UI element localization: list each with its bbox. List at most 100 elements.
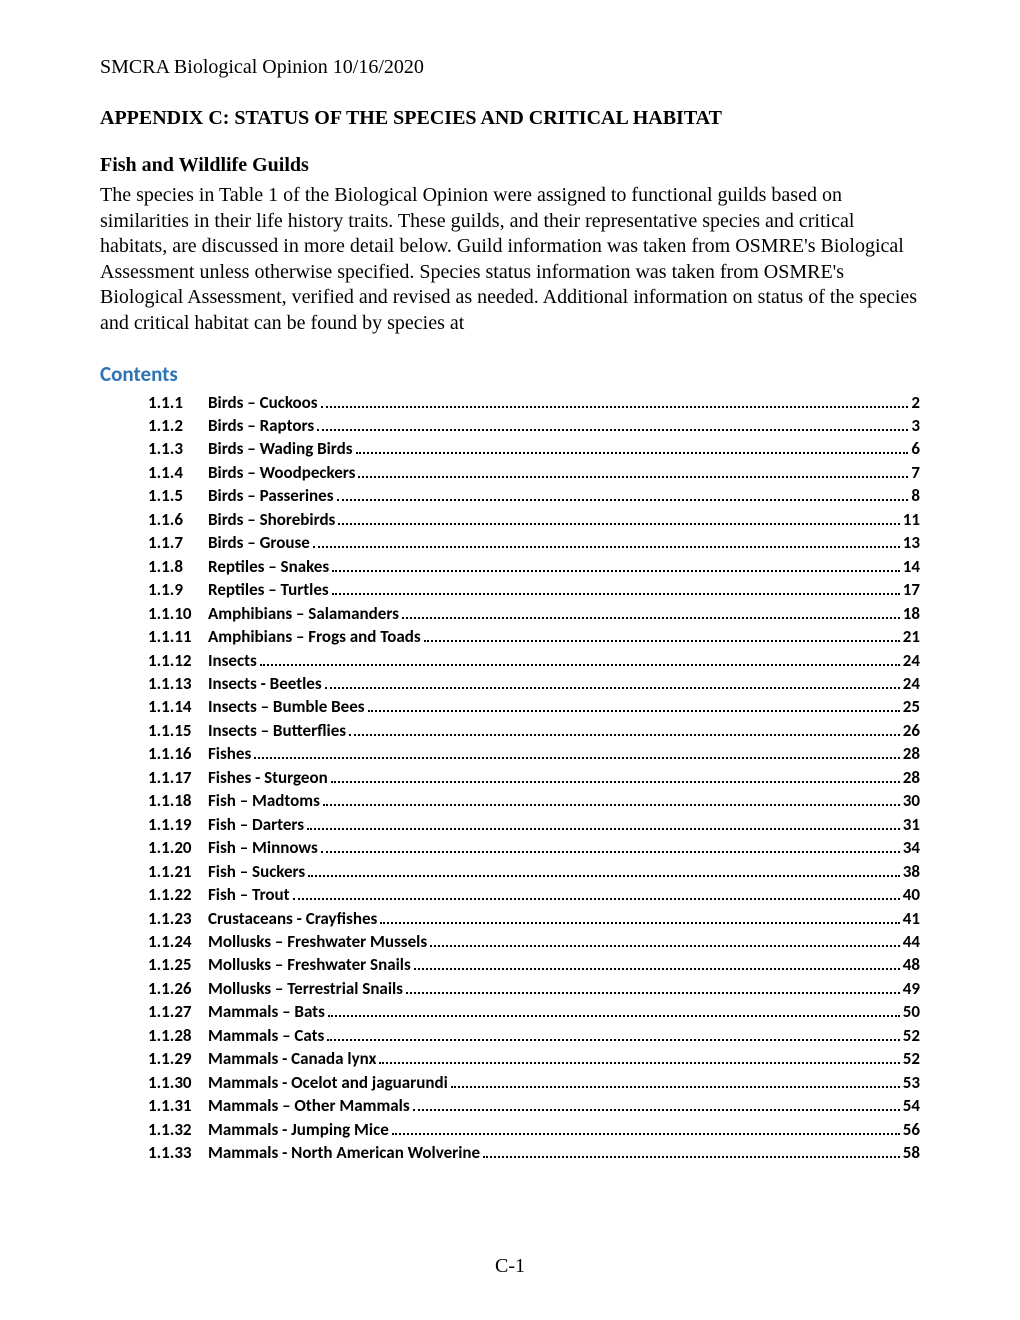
toc-number: 1.1.29: [148, 1047, 208, 1070]
toc-row[interactable]: 1.1.12Insects24: [100, 649, 920, 672]
toc-leader-dots: [327, 1039, 899, 1041]
toc-number: 1.1.22: [148, 883, 208, 906]
toc-number: 1.1.14: [148, 695, 208, 718]
toc-row[interactable]: 1.1.2Birds – Raptors3: [100, 414, 920, 437]
toc-page: 58: [903, 1141, 920, 1164]
toc-title: Mammals - Canada lynx: [208, 1047, 376, 1070]
toc-leader-dots: [313, 546, 900, 548]
toc-title: Mammals - North American Wolverine: [208, 1141, 480, 1164]
body-paragraph: The species in Table 1 of the Biological…: [100, 183, 920, 337]
toc-row[interactable]: 1.1.27Mammals – Bats50: [100, 1000, 920, 1023]
toc-leader-dots: [323, 804, 900, 806]
toc-row[interactable]: 1.1.26Mollusks – Terrestrial Snails49: [100, 977, 920, 1000]
toc-title: Reptiles – Turtles: [208, 578, 329, 601]
toc-row[interactable]: 1.1.24Mollusks – Freshwater Mussels 44: [100, 930, 920, 953]
contents-heading: Contents: [100, 361, 920, 387]
toc-page: 50: [903, 1000, 920, 1023]
toc-number: 1.1.33: [148, 1141, 208, 1164]
toc-title: Insects: [208, 649, 257, 672]
toc-page: 30: [903, 789, 920, 812]
toc-leader-dots: [379, 1062, 899, 1064]
toc-row[interactable]: 1.1.32Mammals - Jumping Mice56: [100, 1118, 920, 1141]
toc-row[interactable]: 1.1.3Birds – Wading Birds6: [100, 437, 920, 460]
toc-title: Mammals – Cats: [208, 1024, 324, 1047]
toc-leader-dots: [332, 570, 900, 572]
toc-leader-dots: [331, 781, 900, 783]
section-title: Fish and Wildlife Guilds: [100, 154, 920, 177]
toc-row[interactable]: 1.1.18Fish – Madtoms30: [100, 789, 920, 812]
toc-row[interactable]: 1.1.13Insects - Beetles24: [100, 672, 920, 695]
toc-page: 24: [903, 649, 920, 672]
toc-page: 3: [911, 414, 920, 437]
toc-row[interactable]: 1.1.1Birds – Cuckoos2: [100, 391, 920, 414]
toc-leader-dots: [402, 617, 900, 619]
toc-number: 1.1.26: [148, 977, 208, 1000]
toc-leader-dots: [424, 640, 900, 642]
toc-page: 17: [903, 578, 920, 601]
toc-title: Mammals - Ocelot and jaguarundi: [208, 1071, 448, 1094]
toc-row[interactable]: 1.1.11Amphibians – Frogs and Toads21: [100, 625, 920, 648]
toc-row[interactable]: 1.1.20Fish – Minnows34: [100, 836, 920, 859]
toc-row[interactable]: 1.1.8Reptiles – Snakes14: [100, 555, 920, 578]
toc-page: 28: [903, 766, 920, 789]
toc-row[interactable]: 1.1.30Mammals - Ocelot and jaguarundi53: [100, 1071, 920, 1094]
toc-row[interactable]: 1.1.15Insects – Butterflies26: [100, 719, 920, 742]
toc-row[interactable]: 1.1.25Mollusks – Freshwater Snails48: [100, 953, 920, 976]
toc-title: Mammals - Jumping Mice: [208, 1118, 389, 1141]
toc-title: Mollusks – Freshwater Snails: [208, 953, 411, 976]
toc-title: Birds – Passerines: [208, 484, 334, 507]
toc-leader-dots: [254, 757, 900, 759]
toc-title: Birds – Grouse: [208, 531, 310, 554]
toc-title: Birds – Wading Birds: [208, 437, 353, 460]
toc-title: Fishes - Sturgeon: [208, 766, 328, 789]
toc-leader-dots: [392, 1133, 900, 1135]
toc-number: 1.1.21: [148, 860, 208, 883]
toc-row[interactable]: 1.1.28Mammals – Cats52: [100, 1024, 920, 1047]
toc-page: 14: [903, 555, 920, 578]
toc-title: Birds – Cuckoos: [208, 391, 318, 414]
toc-page: 18: [903, 602, 920, 625]
toc-number: 1.1.30: [148, 1071, 208, 1094]
page-number: C-1: [0, 1255, 1020, 1278]
toc-leader-dots: [430, 945, 900, 947]
toc-title: Insects – Bumble Bees: [208, 695, 365, 718]
toc-row[interactable]: 1.1.10Amphibians – Salamanders18: [100, 602, 920, 625]
toc-title: Mollusks – Freshwater Mussels: [208, 930, 427, 953]
toc-leader-dots: [338, 523, 899, 525]
toc-page: 54: [903, 1094, 920, 1117]
toc-page: 56: [903, 1118, 920, 1141]
toc-row[interactable]: 1.1.19Fish – Darters31: [100, 813, 920, 836]
toc-row[interactable]: 1.1.22Fish – Trout 40: [100, 883, 920, 906]
toc-row[interactable]: 1.1.16Fishes28: [100, 742, 920, 765]
toc-number: 1.1.24: [148, 930, 208, 953]
toc-page: 31: [903, 813, 920, 836]
toc-leader-dots: [307, 828, 900, 830]
toc-leader-dots: [317, 429, 908, 431]
toc-leader-dots: [337, 499, 909, 501]
toc-row[interactable]: 1.1.5Birds – Passerines8: [100, 484, 920, 507]
toc-row[interactable]: 1.1.17Fishes - Sturgeon28: [100, 766, 920, 789]
toc-leader-dots: [414, 968, 900, 970]
toc-row[interactable]: 1.1.14Insects – Bumble Bees25: [100, 695, 920, 718]
toc-row[interactable]: 1.1.29Mammals - Canada lynx 52: [100, 1047, 920, 1070]
toc-row[interactable]: 1.1.6Birds – Shorebirds11: [100, 508, 920, 531]
toc-number: 1.1.19: [148, 813, 208, 836]
toc-leader-dots: [308, 875, 900, 877]
toc-leader-dots: [356, 452, 909, 454]
toc-row[interactable]: 1.1.7Birds – Grouse13: [100, 531, 920, 554]
toc-leader-dots: [413, 1109, 900, 1111]
toc-page: 52: [903, 1047, 920, 1070]
toc-page: 40: [903, 883, 920, 906]
toc-row[interactable]: 1.1.31Mammals – Other Mammals54: [100, 1094, 920, 1117]
toc-row[interactable]: 1.1.4Birds – Woodpeckers7: [100, 461, 920, 484]
toc-row[interactable]: 1.1.23Crustaceans - Crayfishes41: [100, 907, 920, 930]
toc-leader-dots: [321, 406, 909, 408]
toc-row[interactable]: 1.1.33Mammals - North American Wolverine…: [100, 1141, 920, 1164]
toc-row[interactable]: 1.1.21Fish – Suckers38: [100, 860, 920, 883]
toc-number: 1.1.6: [148, 508, 208, 531]
toc-page: 44: [903, 930, 920, 953]
toc-title: Fish – Trout: [208, 883, 290, 906]
toc-leader-dots: [451, 1086, 900, 1088]
toc-number: 1.1.2: [148, 414, 208, 437]
toc-row[interactable]: 1.1.9Reptiles – Turtles17: [100, 578, 920, 601]
